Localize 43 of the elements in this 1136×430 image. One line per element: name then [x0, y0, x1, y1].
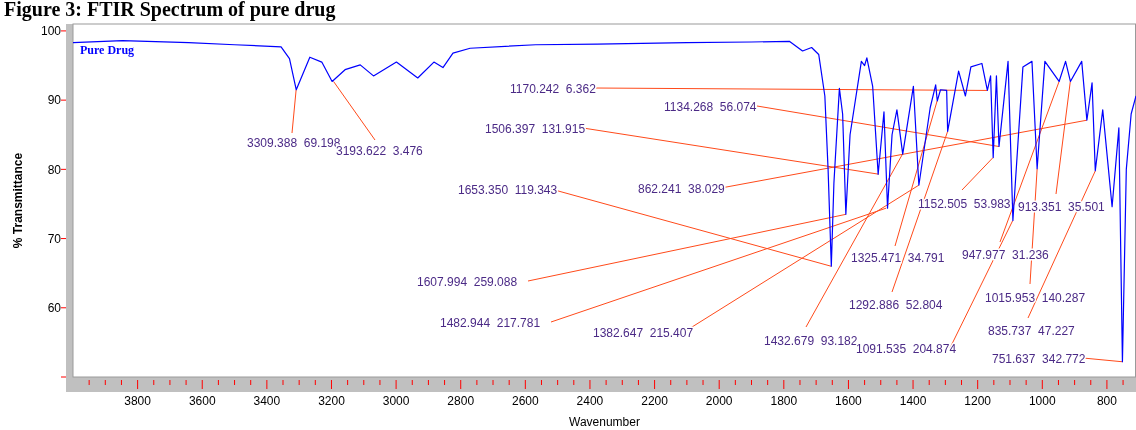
annotation: 3193.622 3.476 — [336, 144, 424, 158]
x-tick-label: 3000 — [382, 394, 410, 408]
x-tick-label: 2000 — [705, 394, 733, 408]
y-tick-label: 90 — [47, 93, 62, 108]
annotation: 1091.535 204.874 — [856, 342, 957, 356]
annotation: 1134.268 56.074 — [664, 100, 757, 114]
x-tick-label: 1200 — [964, 394, 992, 408]
y-tick-label: 70 — [47, 231, 62, 246]
x-tick-label: 3800 — [124, 394, 152, 408]
x-axis-title: Wavenumber — [569, 415, 640, 429]
y-axis-title: % Transmittance — [11, 152, 25, 249]
x-tick-label: 1600 — [835, 394, 863, 408]
series-label: Pure Drug — [80, 43, 135, 57]
line-series — [72, 40, 1136, 363]
annotation: 835.737 47.227 — [988, 324, 1076, 338]
annotation: 1506.397 131.915 — [485, 122, 586, 136]
annotation: 1482.944 217.781 — [440, 316, 541, 330]
y-tick-label: 80 — [47, 162, 62, 177]
annotation: 1382.647 215.407 — [593, 326, 694, 340]
annotation: 1607.994 259.088 — [417, 275, 518, 289]
annotation: 1152.505 53.983 — [918, 197, 1011, 211]
x-tick-label: 2400 — [576, 394, 604, 408]
x-tick-label: 1800 — [770, 394, 798, 408]
x-tick-label: 3200 — [318, 394, 346, 408]
chart-title: Figure 3: FTIR Spectrum of pure drug — [4, 0, 336, 21]
x-tick-label: 1400 — [899, 394, 927, 408]
x-tick-label: 800 — [1096, 394, 1118, 408]
annotation: 862.241 38.029 — [638, 182, 726, 196]
annotation: 1432.679 93.182 — [764, 334, 858, 348]
y-tick-label: 60 — [47, 300, 62, 315]
x-tick-label: 2200 — [641, 394, 669, 408]
x-tick-label: 3400 — [253, 394, 281, 408]
annotation: 1015.953 140.287 — [985, 291, 1086, 305]
y-tick-label: 100 — [40, 24, 62, 39]
x-tick-label: 2800 — [447, 394, 475, 408]
x-tick-label: 1000 — [1028, 394, 1056, 408]
x-tick-label: 3600 — [188, 394, 216, 408]
annotation: 1292.886 52.804 — [849, 298, 943, 312]
x-tick-label: 2600 — [511, 394, 540, 408]
annotation: 1653.350 119.343 — [458, 183, 558, 197]
annotation: 1325.471 34.791 — [851, 251, 945, 265]
annotation: 751.637 342.772 — [992, 352, 1086, 366]
annotation: 1170.242 6.362 — [510, 82, 597, 96]
